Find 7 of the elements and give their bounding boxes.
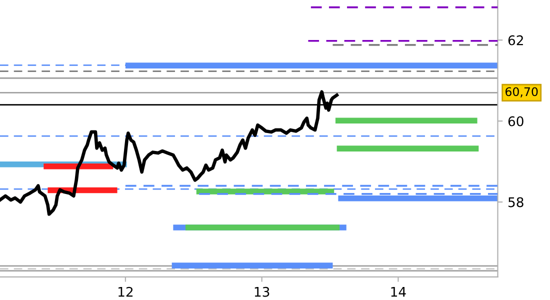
x-tick-label: 12 [118, 286, 133, 297]
x-tick-label: 14 [391, 287, 406, 297]
x-tick-label: 13 [254, 286, 270, 297]
y-tick-label: 62 [508, 35, 523, 46]
ref-line-label: 60,70 [506, 87, 538, 98]
y-tick-label: 58 [508, 197, 524, 208]
y-tick-label: 60 [508, 116, 524, 126]
